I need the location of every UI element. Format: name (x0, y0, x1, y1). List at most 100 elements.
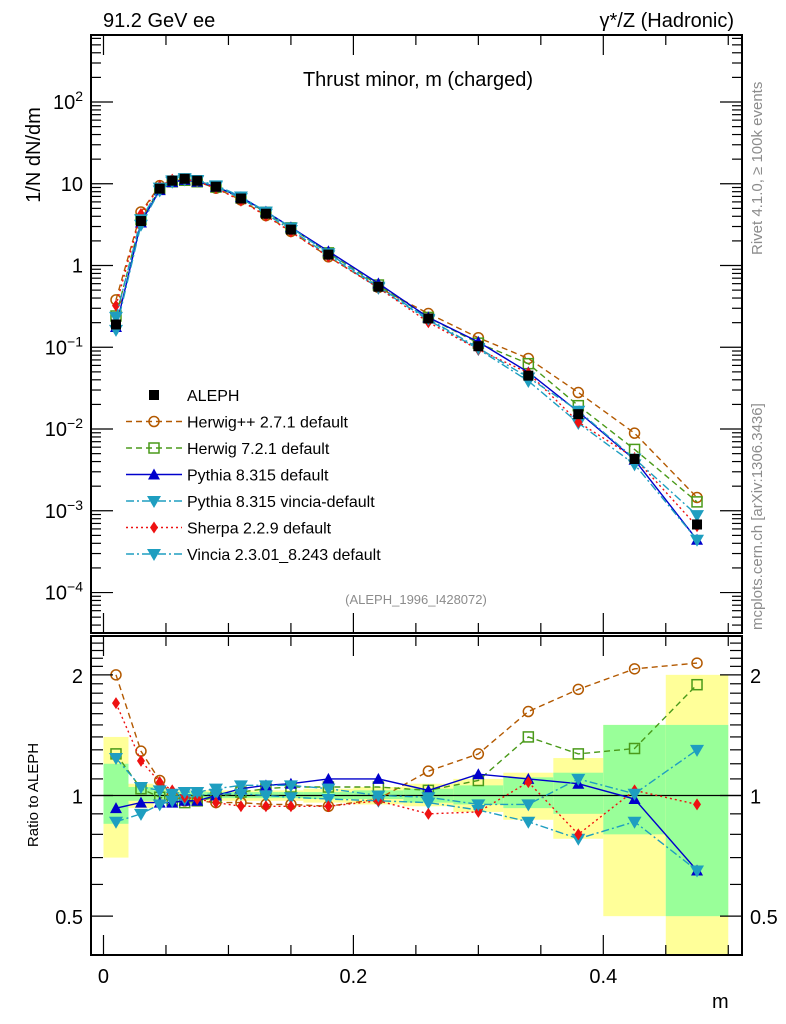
legend-marker (149, 390, 159, 400)
series-point-1 (691, 496, 703, 508)
y-axis-label: 1/N dN/dm (23, 107, 45, 203)
ratio-point-3 (283, 792, 298, 805)
legend-marker (147, 496, 161, 508)
ratio-point-4 (261, 800, 270, 813)
ratio-point-0 (422, 765, 435, 777)
ratio-point-4 (136, 754, 145, 767)
ratio-point-2 (109, 802, 122, 814)
ratio-point-3 (233, 788, 248, 801)
ratio-error-bands (91, 674, 742, 955)
legend-marker (148, 442, 160, 454)
ratio-point-2 (372, 772, 385, 784)
ratio-y-tick-label-right: 1 (750, 787, 761, 809)
ratio-point-5 (283, 780, 298, 793)
series-point-0 (572, 386, 585, 399)
ratio-point-3 (321, 794, 336, 807)
ratio-point-1 (691, 678, 703, 691)
ratio-point-5 (258, 780, 273, 793)
ratio-point-3 (627, 816, 642, 829)
ratio-axes: 0.5 0.5 1 1 2 2 0 0.2 0.4 (55, 635, 778, 988)
legend-entry: Vincia 2.3.01_8.243 default (126, 547, 381, 564)
ratio-y-tick-label-right: 2 (750, 666, 761, 688)
reference-point (192, 175, 203, 186)
ratio-line-3 (115, 793, 698, 872)
rivet-label: Rivet 4.1.0, ≥ 100k events (749, 82, 766, 255)
y-tick-label: 10−1 (45, 333, 83, 359)
reference-point (473, 341, 484, 352)
ratio-point-4 (324, 800, 333, 813)
legend-entry: Pythia 8.315 vincia-default (126, 494, 375, 511)
ratio-point-5 (371, 790, 386, 803)
ratio-point-4 (211, 796, 220, 809)
y-tick-label: 10−3 (45, 497, 83, 523)
ratio-point-5 (471, 799, 486, 812)
legend-entry: ALEPH (149, 388, 239, 405)
reference-point (235, 193, 246, 204)
y-tick-label: 102 (53, 88, 83, 114)
analysis-label: (ALEPH_1996_I428072) (345, 592, 487, 607)
ratio-y-tick-label-right: 0.5 (750, 907, 778, 929)
legend-marker (148, 468, 160, 480)
series-point-0 (628, 427, 641, 439)
ratio-point-4 (474, 805, 483, 818)
legend-marker (150, 521, 158, 534)
ratio-point-2 (472, 768, 485, 780)
stat-uncertainty-band (103, 763, 129, 824)
legend-label: Herwig++ 2.7.1 default (187, 415, 349, 432)
stat-uncertainty-band (453, 785, 504, 805)
reference-point (154, 183, 165, 194)
legend-label: Pythia 8.315 vincia-default (187, 494, 375, 511)
series-line-2 (115, 179, 698, 541)
ratio-point-5 (177, 787, 192, 800)
ratio-point-5 (208, 783, 223, 796)
ratio-point-5 (627, 788, 642, 801)
y-tick-label: 10 (61, 174, 83, 196)
reference-point (423, 313, 434, 324)
legend-label: ALEPH (187, 388, 239, 405)
reference-point (692, 519, 703, 530)
reference-point (179, 173, 190, 184)
ratio-y-tick-label: 1 (72, 787, 83, 809)
ratio-point-0 (572, 683, 585, 696)
series-line-5 (115, 177, 698, 516)
x-tick-label: 0.4 (589, 966, 617, 988)
y-tick-label: 10−4 (45, 579, 83, 605)
series-point-5 (690, 510, 705, 523)
plot-title: Thrust minor, m (charged) (303, 69, 533, 91)
legend: ALEPH Herwig++ 2.7.1 default Herwig 7.2.1 … (126, 388, 381, 564)
reference-point (167, 175, 178, 186)
ratio-point-4 (286, 800, 295, 813)
ratio-point-5 (421, 792, 436, 805)
energy-label: 91.2 GeV ee (103, 10, 215, 32)
process-label: γ*/Z (Hadronic) (600, 10, 734, 32)
ratio-point-4 (693, 798, 702, 811)
ratio-point-0 (628, 663, 641, 675)
series-line-3 (115, 178, 698, 541)
ratio-point-3 (133, 808, 148, 821)
ratio-point-5 (690, 744, 705, 757)
ratio-point-2 (322, 772, 335, 784)
y-tick-label: 1 (72, 256, 83, 278)
ratio-y-axis-label: Ratio to ALEPH (25, 743, 42, 847)
reference-point (323, 249, 334, 260)
ratio-point-3 (152, 799, 167, 812)
reference-point (629, 453, 640, 464)
series-point-5 (108, 311, 123, 324)
ratio-point-4 (155, 776, 164, 789)
main-axes: 10−4 10−3 10−2 10−1 1 10 102 (45, 34, 743, 634)
ratio-series-group (108, 657, 705, 878)
reference-point (373, 281, 384, 292)
x-tick-label: 0 (98, 966, 109, 988)
ratio-point-0 (522, 705, 535, 718)
reference-point (573, 409, 584, 420)
ratio-point-0 (472, 748, 485, 760)
y-tick-label: 10−2 (45, 415, 83, 441)
ratio-y-tick-label: 0.5 (55, 907, 83, 929)
reference-point (523, 370, 534, 381)
ratio-point-4 (574, 828, 583, 841)
ratio-point-3 (521, 816, 536, 829)
mcplots-label: mcplots.cern.ch [arXiv:1306.3436] (749, 403, 766, 630)
ratio-point-3 (258, 790, 273, 803)
ratio-point-5 (233, 780, 248, 793)
